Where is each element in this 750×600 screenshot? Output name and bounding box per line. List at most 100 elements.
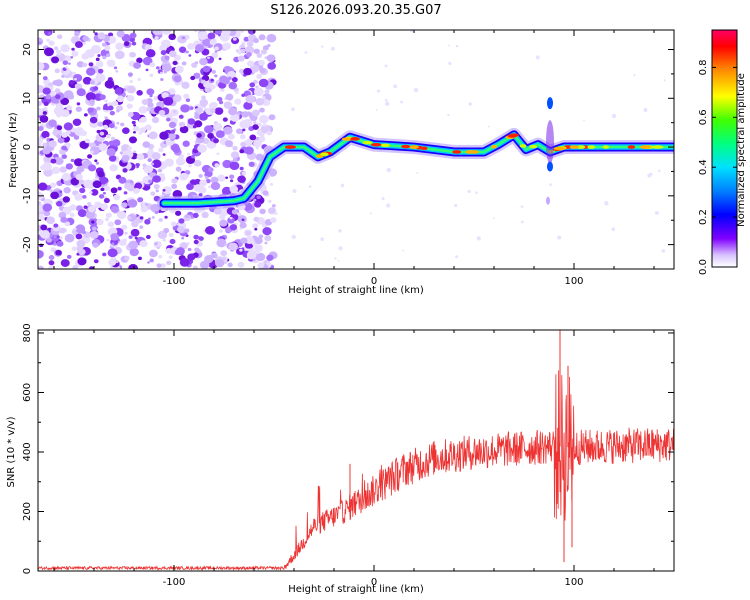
noise-speckle bbox=[254, 244, 263, 252]
noise-speckle bbox=[108, 32, 114, 37]
noise-speckle bbox=[168, 88, 176, 95]
noise-speckle bbox=[229, 174, 235, 179]
noise-speckle bbox=[105, 134, 111, 139]
noise-speckle bbox=[643, 108, 648, 113]
noise-speckle bbox=[228, 107, 238, 116]
noise-speckle bbox=[164, 215, 168, 219]
noise-speckle bbox=[240, 141, 247, 147]
noise-speckle bbox=[75, 173, 83, 181]
noise-speckle bbox=[106, 238, 110, 242]
noise-speckle bbox=[145, 68, 149, 72]
noise-speckle bbox=[172, 94, 182, 102]
noise-speckle bbox=[244, 46, 255, 55]
noise-speckle bbox=[340, 183, 345, 188]
noise-speckle bbox=[70, 56, 74, 59]
noise-speckle bbox=[91, 226, 97, 231]
noise-speckle bbox=[258, 34, 266, 41]
noise-speckle bbox=[136, 153, 145, 161]
noise-speckle bbox=[214, 107, 224, 115]
noise-speckle bbox=[385, 101, 390, 106]
noise-speckle bbox=[291, 107, 295, 111]
colorbar-label: Normalized spectral amplitude bbox=[736, 73, 747, 227]
noise-speckle bbox=[127, 199, 138, 208]
noise-speckle bbox=[219, 219, 228, 227]
noise-speckle bbox=[103, 124, 109, 130]
noise-speckle bbox=[252, 139, 262, 148]
noise-speckle bbox=[39, 115, 49, 123]
noise-speckle bbox=[82, 35, 89, 42]
noise-speckle bbox=[89, 116, 98, 124]
noise-speckle bbox=[62, 196, 71, 203]
noise-speckle bbox=[54, 46, 59, 51]
noise-speckle bbox=[535, 55, 540, 60]
noise-speckle bbox=[119, 151, 123, 155]
noise-speckle bbox=[49, 189, 54, 193]
noise-speckle bbox=[218, 57, 222, 61]
noise-speckle bbox=[239, 149, 245, 154]
noise-speckle bbox=[476, 236, 481, 241]
noise-speckle bbox=[61, 74, 65, 78]
noise-speckle bbox=[611, 227, 616, 231]
noise-speckle bbox=[100, 187, 105, 192]
noise-speckle bbox=[189, 106, 194, 110]
noise-speckle bbox=[258, 78, 269, 88]
noise-speckle bbox=[186, 183, 194, 191]
noise-speckle bbox=[152, 175, 161, 183]
noise-speckle bbox=[42, 87, 51, 95]
colorbar-gradient bbox=[712, 30, 737, 267]
noise-speckle bbox=[142, 163, 147, 168]
noise-speckle bbox=[198, 193, 203, 197]
noise-speckle bbox=[45, 94, 52, 100]
noise-speckle bbox=[96, 106, 101, 111]
noise-speckle bbox=[127, 111, 134, 118]
ridge-hotspot bbox=[519, 144, 527, 148]
noise-speckle bbox=[230, 151, 240, 159]
noise-speckle bbox=[217, 174, 226, 182]
noise-speckle bbox=[160, 263, 166, 268]
noise-speckle bbox=[149, 249, 158, 258]
noise-speckle bbox=[192, 265, 198, 269]
noise-speckle bbox=[172, 146, 181, 153]
noise-speckle bbox=[289, 30, 295, 33]
noise-speckle bbox=[133, 130, 136, 134]
noise-speckle bbox=[126, 103, 133, 109]
noise-speckle bbox=[381, 197, 385, 201]
noise-speckle bbox=[94, 159, 98, 163]
noise-speckle bbox=[180, 104, 190, 113]
noise-speckle bbox=[234, 98, 242, 105]
colorbar-tick-label: 0.0 bbox=[698, 259, 709, 275]
noise-speckle bbox=[82, 195, 87, 199]
noise-speckle bbox=[104, 80, 115, 89]
noise-speckle bbox=[161, 63, 172, 72]
noise-speckle bbox=[59, 236, 63, 240]
noise-speckle bbox=[168, 232, 174, 238]
noise-speckle bbox=[62, 60, 69, 66]
noise-speckle bbox=[48, 119, 57, 127]
noise-speckle bbox=[557, 235, 562, 240]
x-tick-label: 0 bbox=[371, 276, 377, 287]
noise-speckle bbox=[126, 85, 136, 94]
noise-speckle bbox=[64, 112, 70, 117]
noise-speckle bbox=[249, 82, 256, 88]
noise-speckle bbox=[161, 92, 169, 99]
noise-speckle bbox=[138, 106, 148, 114]
noise-speckle bbox=[61, 132, 68, 138]
noise-speckle bbox=[230, 113, 240, 122]
noise-speckle bbox=[136, 90, 143, 96]
noise-speckle bbox=[85, 92, 96, 101]
y-tick-label: 400 bbox=[22, 442, 33, 461]
noise-speckle bbox=[59, 166, 67, 173]
noise-speckle bbox=[215, 130, 225, 138]
y-tick-label: 800 bbox=[22, 323, 33, 342]
noise-speckle bbox=[90, 44, 101, 54]
noise-speckle bbox=[67, 62, 71, 65]
noise-speckle bbox=[214, 74, 218, 78]
noise-speckle bbox=[135, 162, 140, 167]
noise-speckle bbox=[133, 150, 137, 154]
noise-speckle bbox=[267, 43, 271, 48]
colorbar-tick-label: 0.4 bbox=[698, 159, 709, 175]
noise-speckle bbox=[256, 53, 263, 58]
noise-speckle bbox=[55, 200, 63, 207]
noise-speckle bbox=[40, 224, 48, 231]
noise-speckle bbox=[146, 88, 155, 96]
